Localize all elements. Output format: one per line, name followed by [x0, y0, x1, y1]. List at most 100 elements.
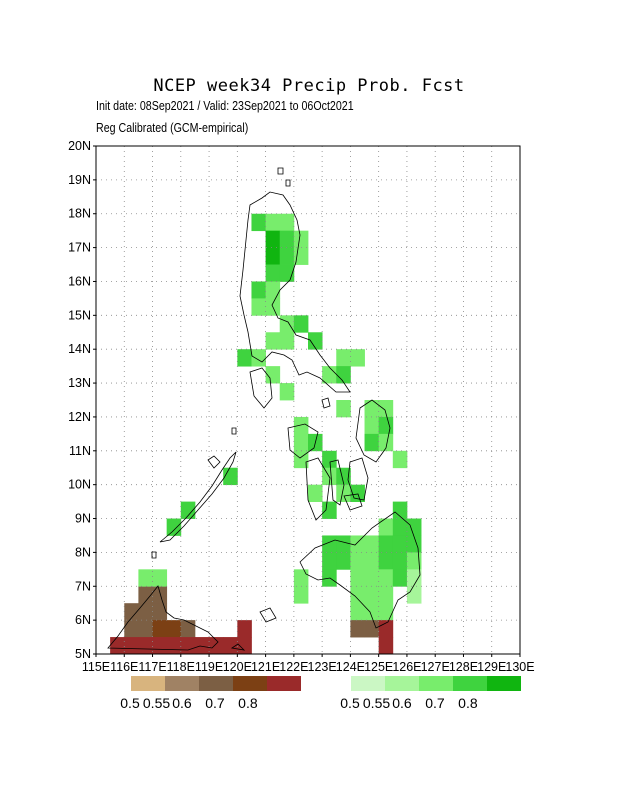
- forecast-cell: [406, 586, 422, 604]
- lon-tick-label: 126E: [392, 660, 421, 674]
- legend-swatch: [199, 676, 233, 691]
- forecast-cell: [293, 315, 309, 333]
- forecast-cell: [293, 586, 309, 604]
- forecast-cell: [237, 620, 252, 638]
- forecast-cell: [336, 366, 351, 384]
- forecast-cell: [180, 620, 196, 638]
- coastline-luzon: [239, 191, 351, 393]
- forecast-cell: [378, 518, 394, 536]
- init-valid-dates: Init date: 08Sep2021 / Valid: 23Sep2021 …: [96, 98, 354, 113]
- legend-swatch: [419, 676, 453, 691]
- legend-swatch: [351, 676, 385, 691]
- forecast-cell: [265, 264, 281, 282]
- forecast-cell: [152, 637, 168, 655]
- forecast-cell: [209, 637, 224, 655]
- forecast-cell: [406, 569, 422, 587]
- forecast-cell: [350, 349, 365, 367]
- lat-tick-label: 19N: [68, 173, 91, 187]
- forecast-cell: [166, 620, 182, 638]
- calibration-note: Reg Calibrated (GCM-empirical): [96, 120, 249, 135]
- forecast-cell: [364, 552, 380, 570]
- forecast-cell: [194, 637, 210, 655]
- forecast-cell: [293, 230, 309, 248]
- lat-tick-label: 12N: [68, 410, 91, 424]
- forecast-cell: [336, 552, 351, 570]
- forecast-cell: [322, 552, 337, 570]
- coastline-islet-4: [207, 455, 221, 469]
- forecast-cell: [378, 637, 394, 655]
- forecast-cell: [364, 620, 380, 638]
- forecast-cells: [110, 213, 422, 655]
- forecast-cell: [265, 213, 281, 232]
- forecast-cell: [336, 484, 351, 502]
- forecast-cell: [265, 281, 281, 299]
- forecast-cell: [265, 247, 281, 265]
- lat-tick-label: 9N: [75, 512, 91, 526]
- lon-tick-label: 124E: [336, 660, 365, 674]
- legend-swatch: [385, 676, 419, 691]
- lat-tick-label: 6N: [75, 613, 91, 627]
- forecast-cell: [336, 467, 351, 486]
- lon-tick-label: 116E: [110, 660, 138, 674]
- forecast-cell: [279, 230, 295, 248]
- forecast-cell: [308, 332, 323, 350]
- forecast-cell: [392, 501, 408, 519]
- lat-tick-label: 10N: [68, 478, 91, 492]
- forecast-cell: [308, 484, 323, 502]
- legend-label: 0.6: [392, 695, 412, 711]
- forecast-cell: [350, 620, 365, 638]
- forecast-cell: [251, 213, 266, 232]
- forecast-cell: [152, 620, 168, 638]
- lon-tick-label: 121E: [251, 660, 280, 674]
- coastlines: [107, 167, 421, 651]
- coastline-islet-2: [285, 179, 291, 187]
- legend-label: 0.8: [458, 695, 478, 711]
- forecast-cell: [378, 400, 394, 418]
- lon-tick-label: 127E: [421, 660, 450, 674]
- forecast-cell: [406, 552, 422, 570]
- forecast-cell: [392, 552, 408, 570]
- coastline-islet-5: [151, 551, 157, 559]
- forecast-cell: [180, 637, 196, 655]
- legend-swatch: [487, 676, 521, 691]
- lat-tick-label: 7N: [75, 579, 91, 593]
- lat-tick-label: 18N: [68, 207, 91, 221]
- forecast-cell: [364, 603, 380, 621]
- coastline-leyte: [347, 457, 369, 501]
- lon-tick-label: 122E: [279, 660, 308, 674]
- coastline-islet-3: [231, 427, 237, 435]
- lon-tick-label: 117E: [138, 660, 166, 674]
- lon-tick-label: 125E: [364, 660, 393, 674]
- forecast-cell: [138, 620, 153, 638]
- lat-tick-label: 8N: [75, 545, 91, 559]
- lat-tick-label: 20N: [68, 139, 91, 153]
- lat-tick-label: 15N: [68, 308, 91, 322]
- coastline-mindoro: [249, 367, 273, 409]
- lon-tick-label: 119E: [195, 660, 223, 674]
- coastline-borneo: [107, 585, 219, 651]
- forecast-cell: [152, 586, 168, 604]
- forecast-cell: [392, 518, 408, 536]
- lat-tick-label: 11N: [69, 444, 91, 458]
- forecast-cell: [110, 637, 125, 655]
- forecast-cell: [350, 603, 365, 621]
- legend-label: 0.5: [120, 695, 140, 711]
- legend-label: 0.6: [172, 695, 192, 711]
- lon-tick-label: 123E: [308, 660, 337, 674]
- coastline-negros: [305, 457, 331, 521]
- forecast-cell: [336, 400, 351, 418]
- coastline-mindanao: [299, 511, 421, 629]
- lon-tick-label: 129E: [477, 660, 506, 674]
- forecast-cell: [392, 535, 408, 553]
- forecast-cell: [336, 349, 351, 367]
- forecast-cell: [152, 603, 168, 621]
- forecast-cell: [279, 213, 295, 232]
- forecast-cell: [124, 637, 139, 655]
- legend-swatch: [233, 676, 267, 691]
- coastline-islet-8: [321, 397, 331, 409]
- forecast-cell: [322, 366, 337, 384]
- lat-tick-label: 13N: [68, 376, 91, 390]
- forecast-cell: [293, 416, 309, 435]
- forecast-cell: [378, 603, 394, 621]
